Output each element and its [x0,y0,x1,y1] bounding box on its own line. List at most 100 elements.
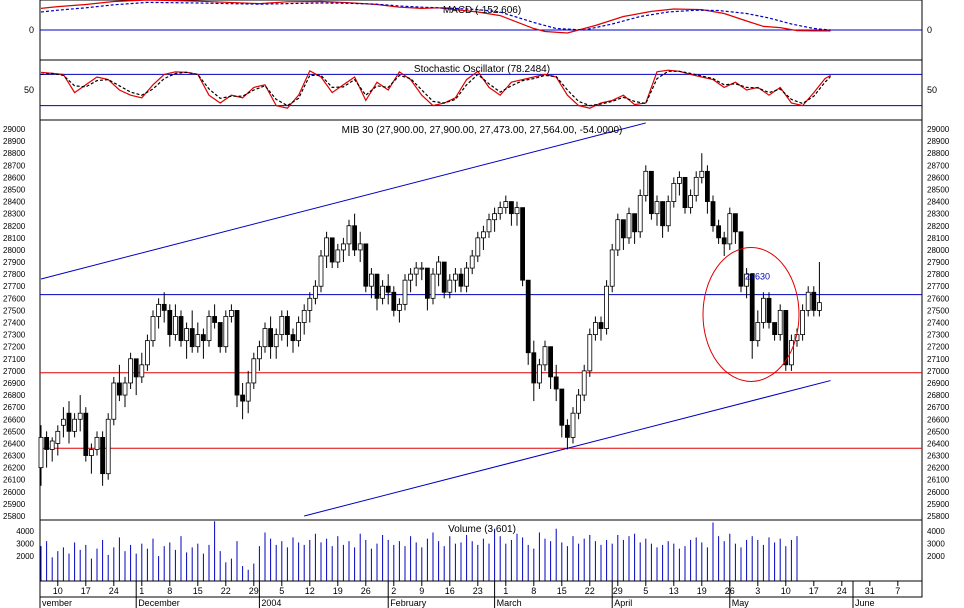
candle [66,401,72,444]
candle-body [626,213,632,239]
candle-body [565,424,570,438]
candle [144,334,150,371]
candle [223,310,229,353]
price-ytick-right: 27400 [927,319,950,328]
price-ytick-right: 28600 [927,173,950,182]
date-tick-label: 10 [53,586,63,596]
date-tick-label: 1 [139,586,144,596]
candle-body [452,273,458,281]
candle-body [301,310,307,323]
candle-body [391,291,397,311]
date-tick-label: 19 [333,586,343,596]
candle-body [380,285,386,299]
candle [480,225,486,250]
candle [441,261,447,299]
price-ytick-left: 28900 [3,137,26,146]
candle [520,207,525,287]
candle-body [284,316,290,335]
month-label: March [497,598,522,608]
price-ytick-left: 26000 [3,488,26,497]
candle-body [117,382,122,396]
price-ytick-left: 27900 [3,258,26,267]
candle-body [749,273,755,342]
date-tick-label: 1 [503,586,508,596]
date-tick-label: 9 [419,586,424,596]
candle-body [156,303,162,317]
candle [195,322,201,353]
candle-body [654,201,660,215]
candle [240,382,246,420]
candle-body [716,225,721,239]
price-annotation-label: 27630 [745,272,770,282]
candle [111,376,117,426]
price-frame [39,119,923,521]
candle [508,201,514,226]
price-ytick-right: 27500 [927,306,950,315]
date-tick-label: 31 [865,586,875,596]
price-ytick-left: 26100 [3,476,26,485]
candle-body [100,436,105,475]
candle-body [520,207,525,281]
candle [817,262,822,317]
candle [296,316,302,347]
price-highlight-ellipse [702,246,800,382]
candle [800,304,805,341]
candle-body [789,340,794,366]
candle [100,431,105,486]
macd-ytick-right: 0 [927,25,932,35]
candle [727,207,733,250]
candle [626,207,632,244]
volume-ytick-left: 2000 [16,552,34,561]
price-ytick-right: 27900 [927,258,950,267]
date-tick-label: 17 [809,586,819,596]
candle-body [251,358,257,384]
price-lines [40,122,922,517]
candle-body [688,195,693,209]
candle-body [497,207,503,215]
candle-body [184,328,190,342]
candle-body [268,328,274,348]
price-ytick-left: 28800 [3,149,26,158]
price-ytick-right: 28300 [927,210,950,219]
candle [492,207,498,232]
price-ytick-right: 26100 [927,476,950,485]
candle [279,310,285,341]
price-ytick-right: 27600 [927,294,950,303]
volume-ytick-right: 4000 [927,527,945,536]
candle-body [111,382,117,420]
price-ytick-left: 25800 [3,512,26,521]
candle-body [621,219,626,239]
candle-body [44,436,49,450]
candle [789,334,794,371]
price-ytick-right: 27200 [927,343,950,352]
candle-body [296,322,302,342]
month-label: May [732,598,750,608]
date-tick-label: 19 [697,586,707,596]
date-tick-label: 29 [613,586,623,596]
candle-body [212,316,218,323]
date-tick-label: 8 [531,586,536,596]
candle-body [55,430,61,444]
candle [660,201,665,238]
candle [637,189,643,238]
price-ytick-left: 26700 [3,403,26,412]
candle-body [693,176,699,196]
price-ytick-left: 26500 [3,427,26,436]
price-ytick-right: 28900 [927,137,950,146]
price-ytick-right: 26700 [927,403,950,412]
candle-body [604,285,609,329]
date-tick-label: 29 [249,586,259,596]
candle [542,340,548,371]
price-ytick-left: 26800 [3,391,26,400]
candle-body [385,285,391,293]
candle-body [508,201,514,215]
candle [307,292,313,323]
price-ytick-left: 28500 [3,185,26,194]
candle-body [464,267,470,287]
candle-body [559,388,565,426]
candle [559,388,565,438]
candle-body [329,237,335,263]
volume-ytick-left: 4000 [16,527,34,536]
price-ytick-left: 26600 [3,415,26,424]
candle-body [660,201,665,227]
